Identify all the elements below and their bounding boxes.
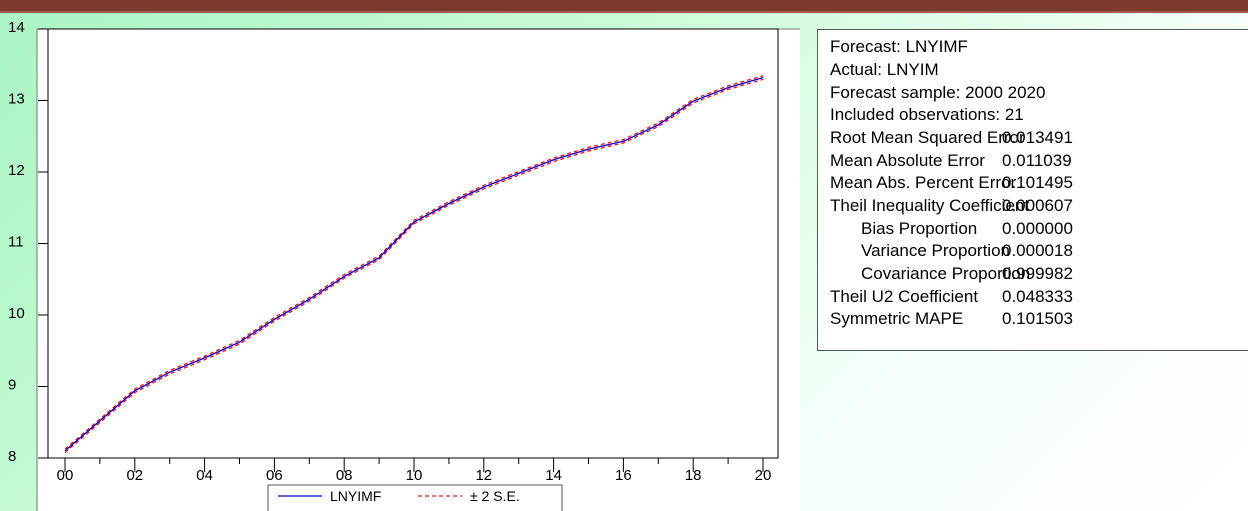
x-tick-label-10: 10 bbox=[406, 467, 423, 484]
x-tick-label-14: 14 bbox=[545, 467, 562, 484]
top-decorative-bar bbox=[0, 0, 1248, 13]
stat-u2-row: Theil U2 Coefficient 0.048333 bbox=[830, 286, 1073, 309]
x-axis: 00 02 04 06 08 10 12 14 16 18 20 bbox=[57, 458, 772, 484]
x-tick-label-04: 04 bbox=[196, 467, 213, 484]
y-tick-label-12: 12 bbox=[8, 162, 25, 179]
stat-rmse-value: 0.013491 bbox=[1002, 128, 1073, 147]
x-tick-label-12: 12 bbox=[475, 467, 492, 484]
legend-box bbox=[267, 484, 563, 511]
legend-label-lnyimf: LNYIMF bbox=[330, 488, 381, 504]
x-tick-label-06: 06 bbox=[266, 467, 283, 484]
y-tick-label-11: 11 bbox=[8, 234, 24, 251]
stat-smape-label: Symmetric MAPE bbox=[830, 309, 964, 328]
stat-rmse-row: Root Mean Squared Error 0.013491 bbox=[830, 127, 1073, 150]
x-tick-label-02: 02 bbox=[126, 467, 143, 484]
se-upper-line bbox=[64, 75, 764, 450]
y-tick-label-8: 8 bbox=[8, 448, 16, 465]
stat-covariance-label: Covariance Proportion bbox=[861, 264, 1031, 283]
stat-forecast: Forecast: LNYIMF bbox=[830, 37, 968, 56]
y-tick-label-13: 13 bbox=[8, 91, 25, 108]
y-tick-label-9: 9 bbox=[8, 377, 16, 394]
stat-actual: Actual: LNYIM bbox=[830, 60, 939, 79]
stat-variance-value: 0.000018 bbox=[1002, 241, 1073, 260]
y-tick-label-10: 10 bbox=[8, 305, 25, 322]
stat-covariance-value: 0.999982 bbox=[1002, 264, 1073, 283]
stat-bias-row: Bias Proportion 0.000000 bbox=[861, 218, 1073, 241]
stat-included: Included observations: 21 bbox=[830, 105, 1024, 124]
se-lower-line bbox=[64, 78, 764, 454]
x-tick-label-20: 20 bbox=[755, 467, 772, 484]
stat-mape-value: 0.101495 bbox=[1002, 173, 1073, 192]
plot-area bbox=[47, 28, 779, 459]
stat-theil-label: Theil Inequality Coefficient bbox=[830, 196, 1030, 215]
stat-theil-value: 0.000607 bbox=[1002, 196, 1073, 215]
forecast-line-lnyimf bbox=[64, 76, 764, 452]
stat-mae-row: Mean Absolute Error 0.011039 bbox=[830, 150, 1072, 173]
stat-bias-label: Bias Proportion bbox=[861, 219, 978, 238]
stat-rmse-label: Root Mean Squared Error bbox=[830, 128, 1025, 147]
y-tick-label-14: 14 bbox=[8, 19, 25, 36]
stat-mape-label: Mean Abs. Percent Error bbox=[830, 173, 1017, 192]
stat-u2-label: Theil U2 Coefficient bbox=[830, 287, 979, 306]
stat-theil-row: Theil Inequality Coefficient 0.000607 bbox=[830, 195, 1073, 218]
stat-u2-value: 0.048333 bbox=[1002, 287, 1073, 306]
stat-mape-row: Mean Abs. Percent Error 0.101495 bbox=[830, 172, 1073, 195]
stat-variance-label: Variance Proportion bbox=[861, 241, 1010, 260]
stat-bias-value: 0.000000 bbox=[1002, 219, 1073, 238]
x-tick-label-18: 18 bbox=[685, 467, 702, 484]
y-axis: 8 9 10 11 12 13 14 bbox=[8, 19, 48, 465]
stat-covariance-row: Covariance Proportion 0.999982 bbox=[861, 263, 1073, 286]
stat-smape-row: Symmetric MAPE 0.101503 bbox=[830, 308, 1073, 331]
x-tick-label-08: 08 bbox=[336, 467, 353, 484]
stat-mae-value: 0.011039 bbox=[1002, 151, 1072, 170]
x-tick-label-16: 16 bbox=[615, 467, 632, 484]
legend: LNYIMF ± 2 S.E. bbox=[267, 484, 563, 511]
top-bar-highlight bbox=[0, 11, 1248, 13]
series-lines bbox=[64, 75, 764, 454]
x-tick-label-00: 00 bbox=[57, 467, 74, 484]
stat-variance-row: Variance Proportion 0.000018 bbox=[861, 240, 1073, 263]
forecast-statistics-panel: Forecast: LNYIMF Actual: LNYIM Forecast … bbox=[817, 29, 1248, 351]
stat-smape-value: 0.101503 bbox=[1002, 309, 1073, 328]
legend-label-se: ± 2 S.E. bbox=[470, 488, 520, 504]
forecast-chart: 8 9 10 11 12 13 14 00 02 04 06 08 10 12 14 16 18 20 LNYI… bbox=[8, 19, 800, 511]
stat-sample: Forecast sample: 2000 2020 bbox=[830, 83, 1046, 102]
stat-mae-label: Mean Absolute Error bbox=[830, 151, 985, 170]
